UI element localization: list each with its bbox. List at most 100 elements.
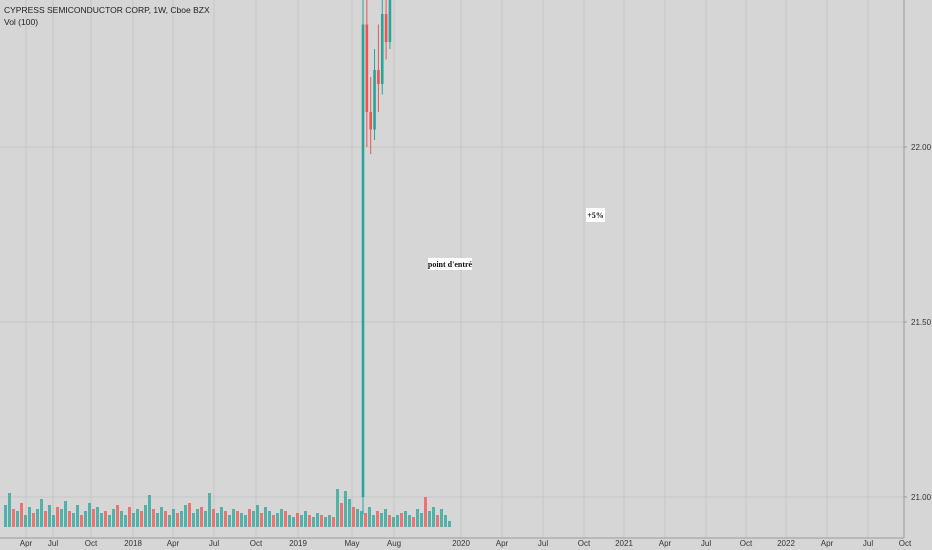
time-tick-label: Jul [48, 539, 58, 548]
time-tick-label: 2019 [289, 539, 307, 548]
volume-bar [328, 515, 331, 527]
volume-bar [396, 515, 399, 527]
volume-bar [228, 515, 231, 527]
volume-bar [428, 511, 431, 527]
price-axis: 26.5026.0025.5025.0024.5024.0023.5023.00… [903, 0, 932, 538]
volume-bar [216, 513, 219, 527]
volume-bar [448, 521, 451, 527]
volume-bar [64, 501, 67, 527]
volume-bar [180, 511, 183, 527]
volume-bar [204, 511, 207, 527]
volume-bar [200, 507, 203, 527]
time-tick-label: May [344, 539, 359, 548]
volume-bar [320, 515, 323, 527]
volume-bar [48, 505, 51, 527]
volume-bar [368, 507, 371, 527]
volume-bar [388, 515, 391, 527]
symbol-title[interactable]: CYPRESS SEMICONDUCTOR CORP, 1W, Cboe BZX [4, 5, 210, 15]
volume-bar [80, 515, 83, 527]
volume-bar [196, 509, 199, 527]
volume-bar [380, 513, 383, 527]
volume-bar [144, 505, 147, 527]
volume-bar [100, 513, 103, 527]
volume-bar [8, 493, 11, 527]
volume-bar [384, 509, 387, 527]
time-axis: Apr Jul Oct 2018 Apr Jul Oct 2019 May Aug 2020 Apr J… [0, 537, 932, 550]
volume-bar [312, 517, 315, 527]
candle-body [361, 24, 365, 497]
volume-bar [16, 511, 19, 527]
user-drawings: point d'entré +5% [428, 208, 605, 270]
volume-bar [236, 511, 239, 527]
volume-bar [44, 511, 47, 527]
time-tick-label: 2018 [124, 539, 142, 548]
volume-bar [316, 513, 319, 527]
volume-bar [444, 515, 447, 527]
time-tick-label: Jul [701, 539, 711, 548]
chart-legend: CYPRESS SEMICONDUCTOR CORP, 1W, Cboe BZX… [4, 4, 210, 28]
volume-bar [232, 509, 235, 527]
volume-bar [152, 509, 155, 527]
candle-body [380, 14, 384, 84]
time-tick-label: Jul [538, 539, 548, 548]
time-tick-label: Apr [659, 539, 672, 548]
volume-bar [212, 509, 215, 527]
volume-bar [256, 505, 259, 527]
candlestick-series [361, 0, 392, 515]
candle-body [369, 112, 372, 130]
volume-bar [116, 505, 119, 527]
time-tick-label: Oct [740, 539, 753, 548]
time-tick-label: Oct [899, 539, 912, 548]
time-tick-label: Oct [578, 539, 591, 548]
time-axis-background [0, 538, 932, 550]
candle-body [384, 14, 388, 42]
volume-bar [32, 513, 35, 527]
time-tick-label: 2020 [452, 539, 470, 548]
price-tick-label: 21.50 [911, 318, 932, 327]
time-tick-label: Oct [250, 539, 263, 548]
target-label-box [586, 208, 605, 222]
volume-bar [224, 511, 227, 527]
volume-bar [376, 511, 379, 527]
volume-bar [128, 507, 131, 527]
volume-bar [188, 503, 191, 527]
volume-bar [164, 511, 167, 527]
candle-body [388, 0, 392, 42]
time-tick-label: Jul [863, 539, 873, 548]
volume-bar [140, 511, 143, 527]
volume-bar [108, 515, 111, 527]
volume-bar [360, 511, 363, 527]
volume-bar [28, 507, 31, 527]
volume-indicator-label[interactable]: Vol (100) [4, 17, 39, 27]
time-tick-label: Oct [85, 539, 98, 548]
volume-bar [332, 517, 335, 527]
volume-bar [432, 507, 435, 527]
volume-bar [408, 515, 411, 527]
time-tick-label: Apr [20, 539, 33, 548]
time-tick-label: Apr [496, 539, 509, 548]
time-tick-label: Apr [821, 539, 834, 548]
volume-bar [60, 509, 63, 527]
candle-body [373, 70, 376, 130]
volume-bar [404, 511, 407, 527]
price-axis-background [904, 0, 932, 538]
volume-bar [184, 505, 187, 527]
volume-bar [40, 499, 43, 527]
volume-bar [120, 511, 123, 527]
volume-bar [288, 515, 291, 527]
volume-bar [280, 509, 283, 527]
volume-bar [132, 513, 135, 527]
volume-bar [392, 517, 395, 527]
volume-bar [296, 513, 299, 527]
volume-bar [372, 515, 375, 527]
volume-bar [240, 513, 243, 527]
volume-bar [352, 507, 355, 527]
volume-bar [52, 515, 55, 527]
volume-bar [104, 511, 107, 527]
volume-bar [136, 509, 139, 527]
volume-bar [436, 515, 439, 527]
target-label-text: +5% [587, 211, 604, 220]
volume-bar [12, 509, 15, 527]
